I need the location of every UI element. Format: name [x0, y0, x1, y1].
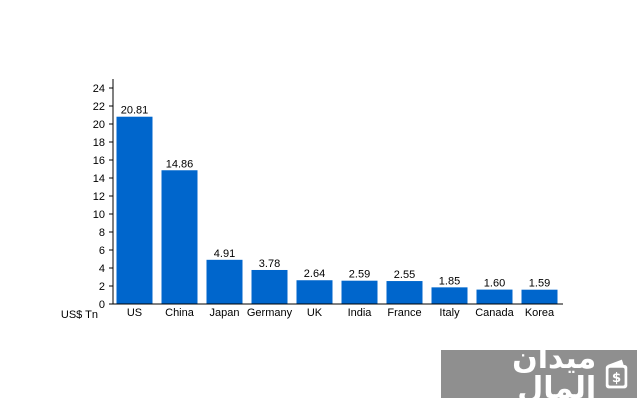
category-label: Germany [247, 307, 293, 319]
bar-france [386, 281, 423, 304]
value-label: 2.59 [349, 269, 370, 281]
category-label: UK [307, 307, 323, 319]
category-label: France [387, 307, 421, 319]
bar-korea [521, 289, 558, 304]
y-tick-label: 20 [93, 119, 105, 131]
x-axis: US China Japan Germany UK India France Italy Can… [113, 303, 563, 319]
value-label: 2.64 [304, 268, 325, 280]
wallet-dollar-icon: $ [605, 359, 628, 389]
y-tick-label: 16 [93, 155, 105, 167]
value-label: 1.59 [529, 278, 550, 290]
y-tick-label: 24 [93, 83, 105, 95]
category-label: Italy [439, 307, 460, 319]
bar-japan [206, 259, 243, 304]
value-label: 1.60 [484, 278, 505, 290]
unit-label: US$ Tn [61, 309, 98, 321]
bars-group [116, 116, 558, 305]
bar-us [116, 116, 153, 305]
category-label: China [165, 307, 195, 319]
category-label: US [127, 307, 142, 319]
y-tick-label: 6 [99, 245, 105, 257]
category-label: India [348, 307, 373, 319]
bar-italy [431, 287, 468, 304]
value-label: 20.81 [121, 105, 149, 117]
y-tick-label: 12 [93, 191, 105, 203]
y-tick-label: 18 [93, 137, 105, 149]
value-label: 3.78 [259, 258, 280, 270]
y-tick-label: 4 [99, 263, 105, 275]
value-label: 14.86 [166, 158, 194, 170]
y-tick-label: 22 [93, 101, 105, 113]
svg-text:$: $ [612, 371, 621, 386]
category-label: Canada [475, 307, 514, 319]
category-label: Japan [210, 307, 240, 319]
bar-uk [296, 280, 333, 304]
value-label: 4.91 [214, 248, 235, 260]
y-tick-label: 2 [99, 281, 105, 293]
bar-canada [476, 289, 513, 304]
y-tick-label: 0 [99, 299, 105, 311]
bar-india [341, 280, 378, 304]
category-label: Korea [525, 307, 555, 319]
bar-china [161, 170, 198, 304]
y-tick-label: 10 [93, 209, 105, 221]
value-label: 1.85 [439, 275, 460, 287]
brand-logo: ميدان المال $ [441, 344, 637, 404]
y-tick-label: 8 [99, 227, 105, 239]
logo-text: ميدان المال [512, 341, 597, 406]
bar-germany [251, 269, 288, 304]
y-tick-label: 14 [93, 173, 105, 185]
value-labels-group: 20.81 14.86 4.91 3.78 2.64 2.59 2.55 1.85 1.60 1.… [121, 105, 550, 290]
value-label: 2.55 [394, 269, 415, 281]
